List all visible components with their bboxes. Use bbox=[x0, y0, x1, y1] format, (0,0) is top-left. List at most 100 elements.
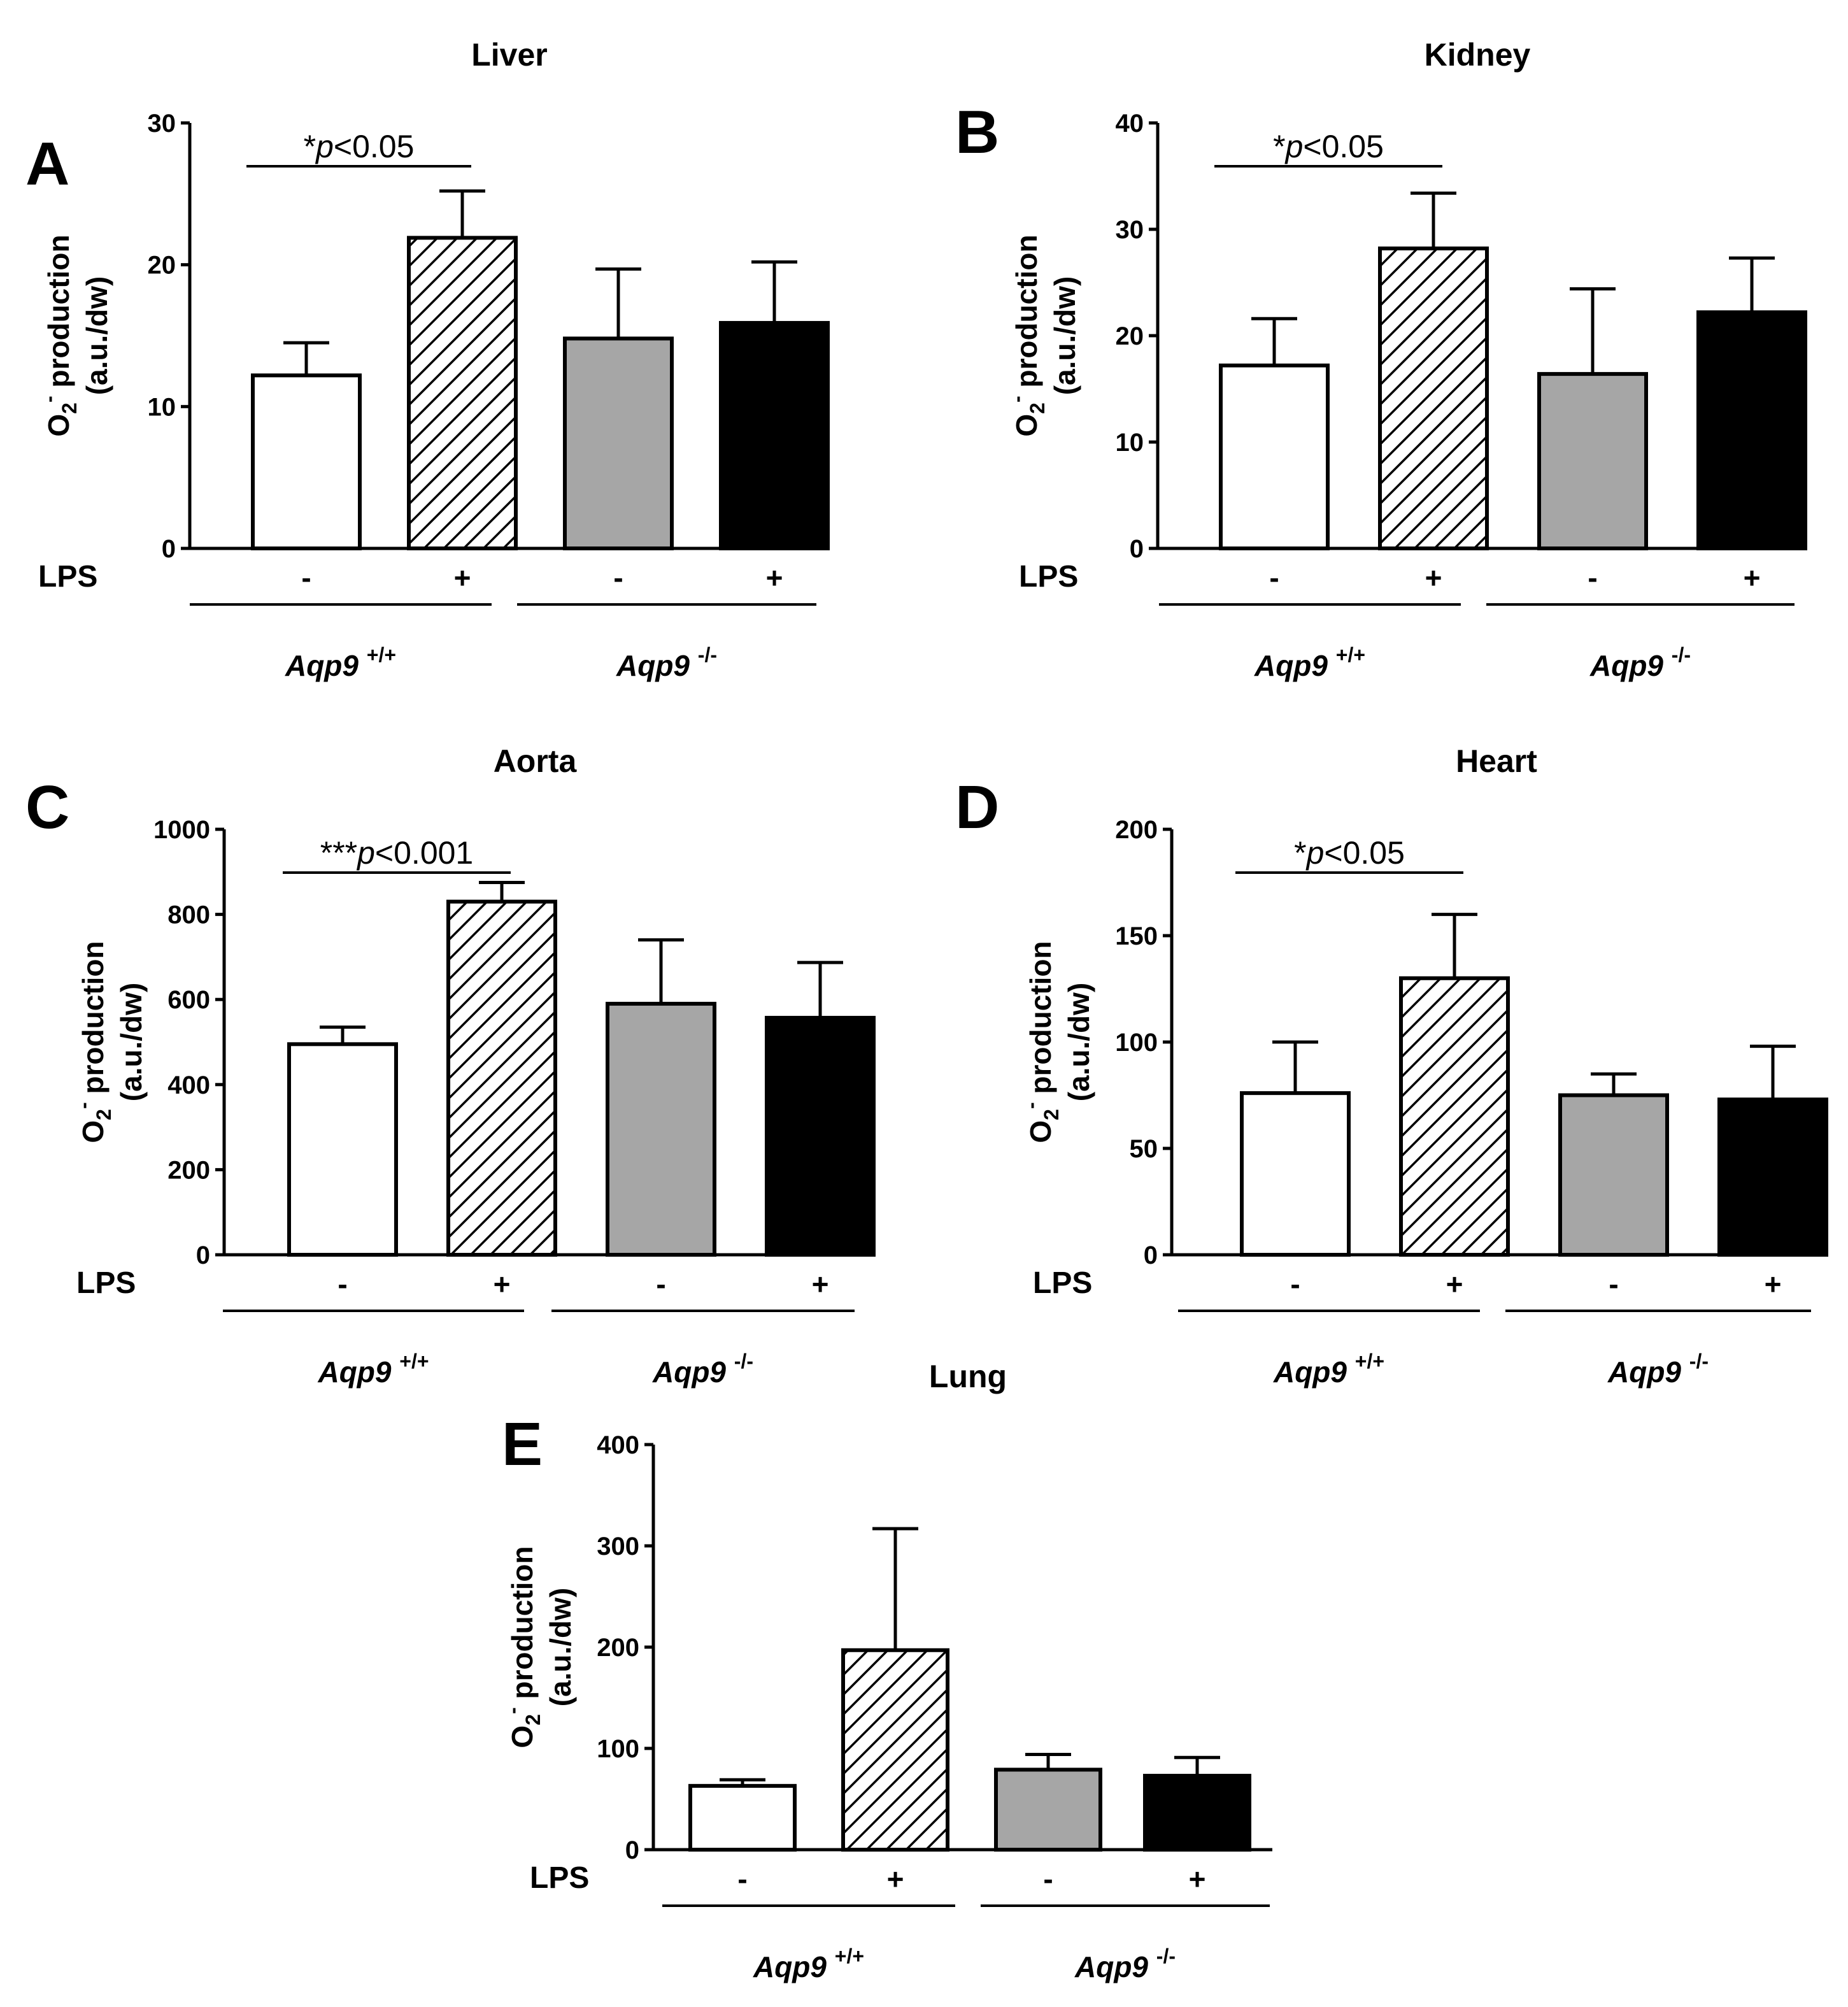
x-tick-label: + bbox=[1189, 1862, 1206, 1896]
x-variable-label: LPS bbox=[1033, 1266, 1092, 1300]
y-axis-label-units: (a.u./dw) bbox=[115, 983, 148, 1102]
y-tick-label: 600 bbox=[167, 986, 210, 1014]
x-variable-label: LPS bbox=[530, 1861, 589, 1895]
significance-label: *p<0.05 bbox=[304, 129, 415, 164]
panel-d: D Heart 0 50 100 150 200 O2- production (a.u./dw… bbox=[955, 743, 1828, 1389]
panel-letter: B bbox=[955, 98, 999, 166]
y-axis-label-units: (a.u./dw) bbox=[544, 1588, 577, 1707]
y-tick-label: 400 bbox=[597, 1431, 639, 1459]
y-axis-label-units: (a.u./dw) bbox=[80, 276, 113, 396]
x-tick-label: - bbox=[1269, 561, 1279, 594]
bar bbox=[1537, 372, 1648, 550]
x-tick-label: + bbox=[1744, 561, 1761, 594]
y-tick-label: 200 bbox=[597, 1634, 639, 1662]
panel-letter: C bbox=[25, 773, 69, 841]
group-label: Aqp9 +/+ bbox=[1273, 1350, 1384, 1389]
y-tick-label: 0 bbox=[1144, 1241, 1158, 1269]
group-label: Aqp9 +/+ bbox=[317, 1350, 429, 1389]
y-tick-label: 200 bbox=[167, 1156, 210, 1184]
group-label: Aqp9 -/- bbox=[1607, 1350, 1709, 1389]
bar bbox=[251, 373, 362, 550]
y-tick-label: 30 bbox=[1116, 216, 1144, 244]
bar bbox=[1378, 246, 1489, 550]
y-tick-label: 150 bbox=[1115, 922, 1158, 950]
bar bbox=[994, 1768, 1102, 1852]
x-tick-label: + bbox=[1446, 1268, 1463, 1301]
panel-letter: D bbox=[955, 773, 999, 841]
y-tick-label: 100 bbox=[1115, 1029, 1158, 1057]
bar bbox=[1717, 1097, 1828, 1257]
chart-title: Aorta bbox=[494, 743, 578, 779]
significance-label: *p<0.05 bbox=[1273, 129, 1384, 164]
panel-letter: A bbox=[25, 130, 69, 198]
x-variable-label: LPS bbox=[38, 560, 97, 594]
y-axis-label-units: (a.u./dw) bbox=[1048, 276, 1081, 396]
group-label: Aqp9 -/- bbox=[616, 643, 717, 682]
bar bbox=[841, 1648, 949, 1852]
bar bbox=[563, 336, 674, 550]
chart-title: Kidney bbox=[1425, 37, 1531, 73]
y-tick-label: 20 bbox=[148, 252, 176, 280]
y-tick-label: 400 bbox=[167, 1071, 210, 1099]
significance-label: *p<0.05 bbox=[1294, 835, 1405, 871]
x-tick-label: - bbox=[1609, 1268, 1618, 1301]
y-axis-label: O2- production bbox=[72, 941, 115, 1143]
group-label: Aqp9 -/- bbox=[1074, 1945, 1176, 1983]
bar bbox=[287, 1042, 398, 1257]
group-label: Aqp9 +/+ bbox=[753, 1945, 864, 1983]
y-tick-label: 10 bbox=[148, 393, 176, 421]
bar bbox=[688, 1783, 797, 1852]
y-tick-label: 200 bbox=[1115, 816, 1158, 844]
y-tick-label: 0 bbox=[196, 1241, 210, 1269]
x-tick-label: - bbox=[656, 1268, 665, 1301]
group-label: Aqp9 +/+ bbox=[285, 643, 396, 682]
bar bbox=[1558, 1093, 1669, 1257]
y-tick-label: 50 bbox=[1130, 1135, 1158, 1163]
x-variable-label: LPS bbox=[76, 1266, 136, 1300]
x-tick-label: - bbox=[737, 1862, 747, 1896]
x-tick-label: + bbox=[454, 561, 471, 594]
group-label: Aqp9 -/- bbox=[1589, 643, 1691, 682]
bar bbox=[1240, 1091, 1351, 1257]
bar bbox=[1219, 363, 1330, 550]
x-tick-label: - bbox=[301, 561, 311, 594]
panel-b: B Kidney 0 10 20 30 40 O2- production (a.u./dw) -… bbox=[955, 37, 1807, 682]
bar bbox=[1696, 310, 1807, 550]
y-tick-label: 1000 bbox=[153, 816, 210, 844]
x-tick-label: + bbox=[494, 1268, 511, 1301]
x-tick-label: - bbox=[338, 1268, 347, 1301]
y-tick-label: 20 bbox=[1116, 322, 1144, 350]
x-tick-label: + bbox=[887, 1862, 904, 1896]
y-tick-label: 300 bbox=[597, 1532, 639, 1561]
panel-a: A Liver 0 10 20 30 O2- production (a.u./dw) - + - +… bbox=[25, 37, 830, 682]
bar bbox=[606, 1001, 716, 1257]
y-axis-label-units: (a.u./dw) bbox=[1062, 983, 1095, 1102]
group-label: Aqp9 -/- bbox=[652, 1350, 753, 1389]
x-tick-label: + bbox=[1425, 561, 1442, 594]
y-tick-label: 40 bbox=[1116, 110, 1144, 138]
y-tick-label: 0 bbox=[625, 1836, 639, 1864]
panel-e: E Lung 0 100 200 300 400 O2- production (a.u./dw… bbox=[501, 1359, 1272, 1983]
y-tick-label: 0 bbox=[1130, 535, 1144, 563]
x-tick-label: - bbox=[613, 561, 623, 594]
y-tick-label: 0 bbox=[162, 535, 176, 563]
x-variable-label: LPS bbox=[1019, 560, 1078, 594]
bar bbox=[407, 236, 518, 550]
x-tick-label: - bbox=[1043, 1862, 1053, 1896]
bar bbox=[719, 320, 830, 550]
y-tick-label: 30 bbox=[148, 110, 176, 138]
bar bbox=[1143, 1773, 1251, 1852]
y-axis-label: O2- production bbox=[501, 1546, 544, 1748]
x-tick-label: + bbox=[766, 561, 783, 594]
chart-title: Lung bbox=[929, 1359, 1007, 1394]
y-tick-label: 100 bbox=[597, 1735, 639, 1763]
x-tick-label: - bbox=[1588, 561, 1597, 594]
y-axis-label: O2- production bbox=[1006, 234, 1049, 436]
x-tick-label: + bbox=[1765, 1268, 1782, 1301]
bar bbox=[765, 1015, 876, 1257]
bar bbox=[1399, 976, 1510, 1257]
panel-letter: E bbox=[502, 1410, 543, 1478]
panel-c: C Aorta 0 200 400 600 800 1000 O2- production (a.… bbox=[25, 743, 876, 1389]
y-tick-label: 10 bbox=[1116, 429, 1144, 457]
